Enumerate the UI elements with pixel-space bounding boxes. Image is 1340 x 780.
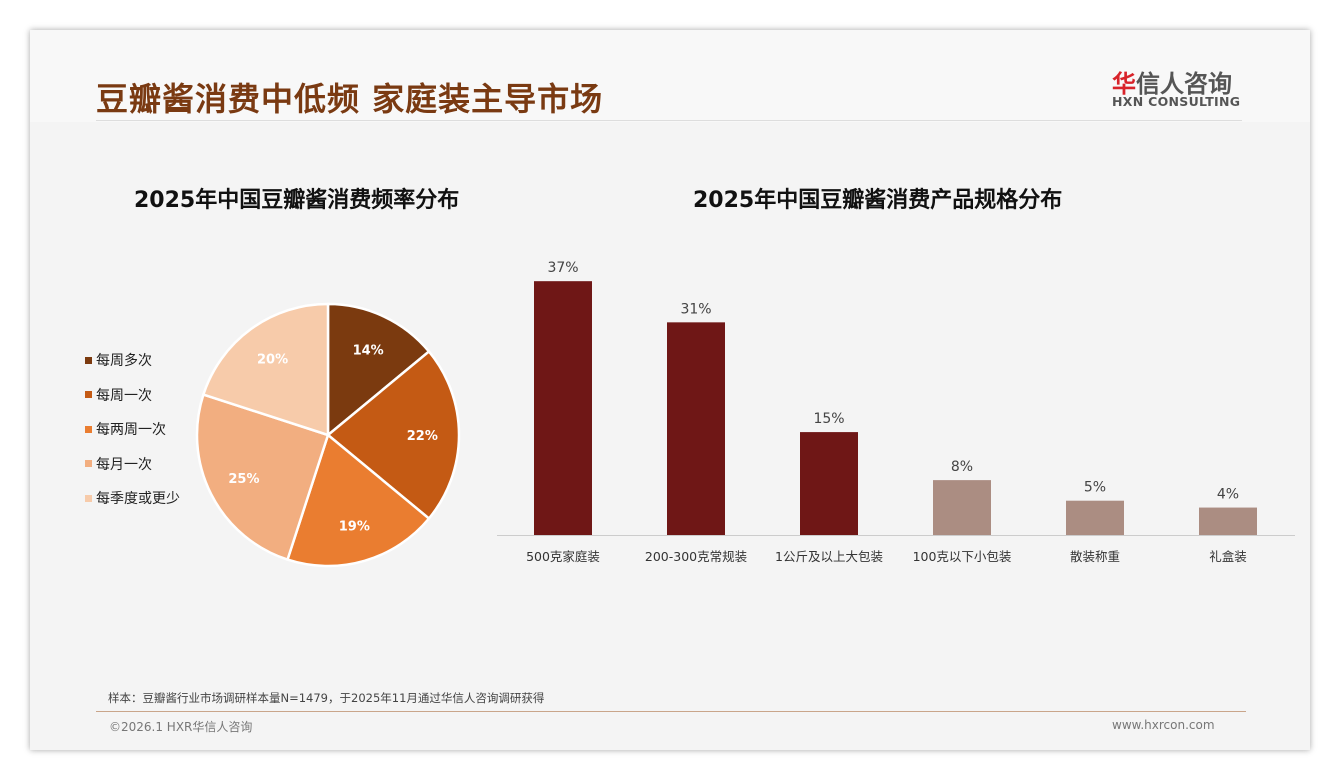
legend-label: 每周多次 <box>96 353 152 370</box>
bar-value-label: 15% <box>813 411 844 427</box>
legend-label: 每周一次 <box>96 387 152 404</box>
legend-swatch <box>85 425 92 433</box>
page-title: 豆瓣酱消费中低频 家庭装主导市场 <box>96 80 604 118</box>
bar <box>1066 500 1124 535</box>
bar-chart-title: 2025年中国豆瓣酱消费产品规格分布 <box>693 188 1063 213</box>
pie-slice <box>326 302 431 438</box>
footer-divider <box>96 711 1246 712</box>
bar <box>800 432 858 535</box>
legend-item: 每两周一次 <box>85 412 180 447</box>
header <box>30 30 1310 122</box>
sample-note: 样本：豆瓣酱行业市场调研样本量N=1479，于2025年11月通过华信人咨询调研… <box>108 691 545 705</box>
pie-slice-label: 20% <box>257 353 288 368</box>
pie-slice <box>285 432 431 568</box>
pie-slice-label: 14% <box>353 344 384 359</box>
legend-label: 每季度或更少 <box>96 491 180 508</box>
x-tick-label: 100克以下小包装 <box>913 549 1012 564</box>
slide: 豆瓣酱消费中低频 家庭装主导市场 华信人咨询 HXN CONSULTING 20… <box>30 30 1310 750</box>
legend-item: 每周一次 <box>85 378 180 413</box>
bar <box>534 281 592 535</box>
bar-value-label: 4% <box>1217 487 1239 503</box>
legend-swatch <box>85 391 92 399</box>
bar-value-label: 5% <box>1084 480 1106 496</box>
legend-swatch <box>85 494 92 502</box>
pie-chart-title: 2025年中国豆瓣酱消费频率分布 <box>134 188 460 213</box>
legend-label: 每月一次 <box>96 456 152 473</box>
bar <box>933 480 991 535</box>
logo-subtitle: HXN CONSULTING <box>1112 94 1241 109</box>
website-link[interactable]: www.hxrcon.com <box>1112 718 1215 732</box>
pie-legend: 每周多次每周一次每两周一次每月一次每季度或更少 <box>85 343 180 516</box>
legend-swatch <box>85 356 92 364</box>
charts-canvas: 14% 22% 19% 25% 20% 37% 500克家庭装 31% 200-300克常规装 1… <box>195 260 1295 568</box>
legend-label: 每两周一次 <box>96 422 166 439</box>
bar-value-label: 8% <box>951 459 973 475</box>
bar-value-label: 37% <box>547 260 578 276</box>
copyright: ©2026.1 HXR华信人咨询 <box>109 720 253 734</box>
logo-text: 信人咨询 <box>1136 70 1232 98</box>
legend-item: 每周多次 <box>85 343 180 378</box>
x-tick-label: 1公斤及以上大包装 <box>775 549 883 564</box>
legend-swatch <box>85 460 92 468</box>
x-tick-label: 礼盒装 <box>1209 549 1247 564</box>
legend-item: 每月一次 <box>85 447 180 482</box>
legend-item: 每季度或更少 <box>85 481 180 516</box>
x-tick-label: 散装称重 <box>1070 549 1120 564</box>
pie-slice <box>201 302 330 437</box>
divider <box>96 120 1242 121</box>
pie-slice-label: 25% <box>228 472 259 487</box>
x-tick-label: 200-300克常规装 <box>645 549 747 564</box>
logo-mark: 华 <box>1112 70 1136 98</box>
x-tick-label: 500克家庭装 <box>526 549 600 564</box>
pie-slice-label: 22% <box>407 429 438 444</box>
bar-value-label: 31% <box>680 301 711 317</box>
bar <box>1199 507 1257 535</box>
logo: 华信人咨询 <box>1112 64 1232 99</box>
bar <box>667 322 725 535</box>
pie-slice <box>195 392 330 562</box>
pie-slice <box>326 349 461 521</box>
pie-slice-label: 19% <box>339 520 370 535</box>
